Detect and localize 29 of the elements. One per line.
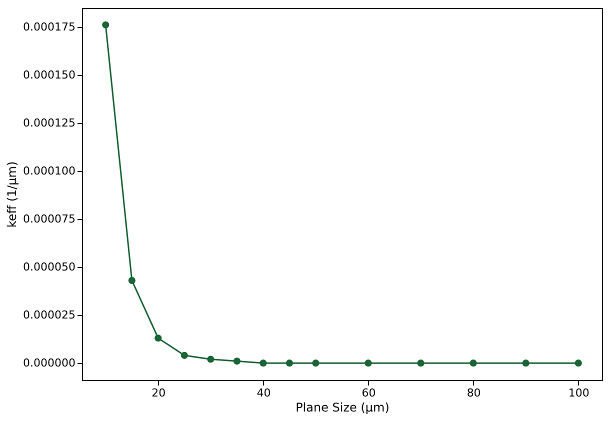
- point: [522, 360, 530, 367]
- point: [260, 360, 267, 367]
- point: [470, 360, 477, 367]
- point: [312, 360, 320, 367]
- y-tick-label: 0.000050: [23, 260, 76, 274]
- point: [364, 360, 372, 367]
- y-tick-label: 0.000100: [23, 164, 76, 178]
- x-tick-label: 20: [152, 386, 166, 400]
- y-tick-label: 0.000000: [23, 356, 76, 370]
- point: [128, 276, 136, 284]
- y-tick-label: 0.000125: [23, 116, 76, 130]
- y-axis-title: keff (1/μm): [5, 161, 20, 228]
- point: [233, 358, 240, 365]
- x-tick-label: 100: [568, 386, 590, 400]
- point: [574, 360, 582, 367]
- point: [180, 352, 188, 359]
- point: [207, 356, 214, 363]
- point: [154, 334, 162, 342]
- x-tick-label: 80: [466, 386, 481, 400]
- x-tick-label: 40: [256, 386, 271, 400]
- point: [286, 360, 294, 367]
- point: [417, 360, 424, 367]
- y-tick-label: 0.000025: [23, 308, 76, 322]
- x-axis-title: Plane Size (μm): [296, 400, 390, 414]
- y-tick-label: 0.000075: [23, 212, 76, 226]
- point: [102, 21, 110, 28]
- y-tick-label: 0.000150: [23, 68, 76, 82]
- x-tick-label: 60: [362, 386, 376, 400]
- y-tick-label: 0.000175: [23, 20, 76, 34]
